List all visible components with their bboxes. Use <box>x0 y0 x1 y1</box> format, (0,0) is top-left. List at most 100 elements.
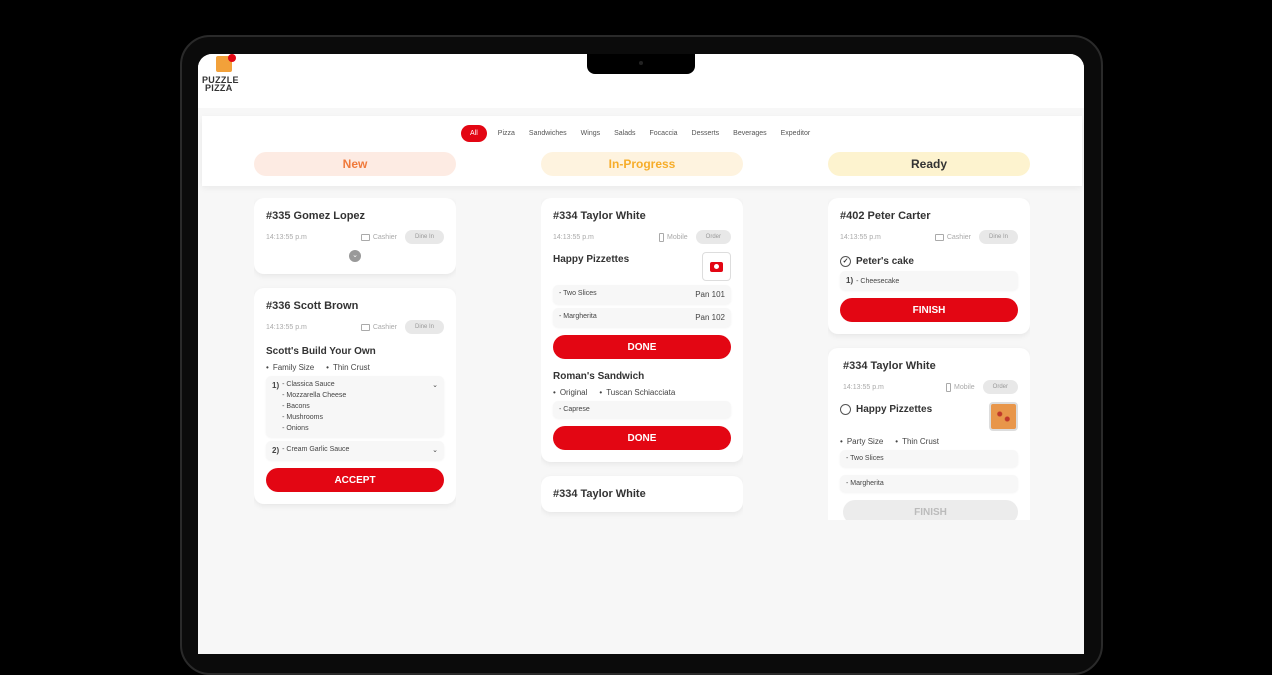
done-button[interactable]: DONE <box>553 426 731 450</box>
puzzle-pizza-logo[interactable]: PUZZLE PIZZA <box>202 54 246 96</box>
expand-chevron-icon[interactable]: ⌄ <box>349 250 361 262</box>
group-number: 1) <box>272 381 280 390</box>
phone-icon <box>946 382 952 392</box>
order-card[interactable]: #334 Taylor White 14:13:55 p.m Mobile Orde… <box>541 198 743 462</box>
chevron-down-icon[interactable]: ⌄ <box>432 447 438 454</box>
order-card[interactable]: #336 Scott Brown 14:13:55 p.m Cashier Dine… <box>254 288 456 504</box>
tab-salads[interactable]: Salads <box>614 130 636 137</box>
tab-beverages[interactable]: Beverages <box>733 130 767 137</box>
column-new[interactable]: #335 Gomez Lopez 14:13:55 p.m Cashier Dine… <box>254 198 456 520</box>
item-detail: - Margherita <box>559 313 597 320</box>
status-ready: Ready <box>828 152 1030 176</box>
item-row: - Margherita <box>840 475 1018 492</box>
order-card[interactable]: #334 Taylor White <box>541 476 743 512</box>
item-group[interactable]: 1) - Classica Sauce - Mozzarella Cheese - B… <box>266 376 444 437</box>
item-row: - Caprese <box>553 401 731 418</box>
order-source: Cashier <box>372 323 397 331</box>
screen: PUZZLE PIZZA All Pizza Sandwiches Wings S… <box>198 54 1084 654</box>
item-detail: - Cheesecake <box>856 278 900 285</box>
order-card[interactable]: #334 Taylor White 14:13:55 p.m Mobile Orde… <box>828 348 1030 520</box>
order-time: 14:13:55 p.m <box>843 383 884 391</box>
ingredient: - Mushrooms <box>282 414 323 421</box>
order-source: Mobile <box>667 233 688 241</box>
order-time: 14:13:55 p.m <box>840 233 881 241</box>
phone-icon <box>659 232 665 242</box>
finish-button-disabled[interactable]: FINISH <box>843 500 1018 520</box>
order-source: Mobile <box>954 383 975 391</box>
tab-sandwiches[interactable]: Sandwiches <box>528 130 567 137</box>
order-time: 14:13:55 p.m <box>266 323 307 331</box>
item-name: Scott's Build Your Own <box>266 346 376 357</box>
status-new: New <box>254 152 456 176</box>
order-type-badge: Order <box>695 230 731 244</box>
card-icon <box>360 233 370 241</box>
item-name: Happy Pizzettes <box>553 254 630 265</box>
order-title: #334 Taylor White <box>553 210 646 222</box>
item-row: - Margherita Pan 102 <box>553 308 731 327</box>
order-source: Cashier <box>372 233 397 241</box>
item-option: Thin Crust <box>326 363 370 372</box>
group-number: 1) <box>846 276 854 285</box>
tab-expeditor[interactable]: Expeditor <box>780 130 811 137</box>
order-card[interactable]: #335 Gomez Lopez 14:13:55 p.m Cashier Dine… <box>254 198 456 274</box>
done-button[interactable]: DONE <box>553 335 731 359</box>
tab-desserts[interactable]: Desserts <box>691 130 720 137</box>
order-title: #334 Taylor White <box>843 360 936 372</box>
item-row: 1) - Cheesecake <box>840 271 1018 290</box>
column-in-progress[interactable]: #334 Taylor White 14:13:55 p.m Mobile Orde… <box>541 198 743 520</box>
logo-text: PUZZLE <box>202 75 239 85</box>
order-title: #334 Taylor White <box>553 488 646 500</box>
ingredient: - Bacons <box>282 403 310 410</box>
order-card[interactable]: #402 Peter Carter 14:13:55 p.m Cashier Din… <box>828 198 1030 334</box>
item-option: Original <box>553 388 588 397</box>
tab-focaccia[interactable]: Focaccia <box>649 130 678 137</box>
order-title: #336 Scott Brown <box>266 300 359 312</box>
status-in-progress: In-Progress <box>541 152 743 176</box>
card-icon <box>934 233 944 241</box>
pan-number: Pan 102 <box>695 313 725 322</box>
unchecked-circle-icon[interactable] <box>840 404 851 415</box>
item-group[interactable]: 2) - Cream Garlic Sauce ⌄ <box>266 441 444 460</box>
item-option: Party Size <box>840 437 883 446</box>
order-title: #335 Gomez Lopez <box>266 210 366 222</box>
card-icon <box>360 323 370 331</box>
tab-wings[interactable]: Wings <box>580 130 601 137</box>
item-row: - Two Slices Pan 101 <box>553 285 731 304</box>
pizza-thumbnail <box>989 402 1018 431</box>
item-row: - Two Slices <box>840 450 1018 467</box>
item-name: Peter's cake <box>856 256 914 267</box>
item-option: Tuscan Schiacciata <box>599 388 675 397</box>
camera-notch <box>587 54 695 74</box>
order-type-badge: Order <box>982 380 1018 394</box>
logo-text: PIZZA <box>205 83 233 93</box>
order-source: Cashier <box>946 233 971 241</box>
order-type-badge: Dine In <box>978 230 1018 244</box>
item-detail: - Two Slices <box>846 455 884 462</box>
ingredient: - Mozzarella Cheese <box>282 392 347 399</box>
category-nav: All Pizza Sandwiches Wings Salads Focacc… <box>202 116 1082 186</box>
item-option: Family Size <box>266 363 314 372</box>
order-type-badge: Dine In <box>404 320 444 334</box>
camera-icon[interactable] <box>702 252 731 281</box>
tab-pizza[interactable]: Pizza <box>497 130 515 137</box>
item-detail: - Caprese <box>559 406 590 413</box>
accept-button[interactable]: ACCEPT <box>266 468 444 492</box>
item-name: Roman's Sandwich <box>553 371 645 382</box>
item-name: Happy Pizzettes <box>856 404 933 415</box>
group-number: 2) <box>272 446 280 455</box>
item-option: Thin Crust <box>895 437 939 446</box>
chevron-down-icon[interactable]: ⌄ <box>432 382 438 389</box>
finish-button[interactable]: FINISH <box>840 298 1018 322</box>
order-title: #402 Peter Carter <box>840 210 931 222</box>
ingredient: - Onions <box>282 425 309 432</box>
column-ready[interactable]: #402 Peter Carter 14:13:55 p.m Cashier Din… <box>828 198 1030 520</box>
order-time: 14:13:55 p.m <box>266 233 307 241</box>
order-time: 14:13:55 p.m <box>553 233 594 241</box>
tab-all[interactable]: All <box>461 125 487 142</box>
item-detail: - Two Slices <box>559 290 597 297</box>
item-detail: - Margherita <box>846 480 884 487</box>
check-circle-icon[interactable]: ✓ <box>840 256 851 267</box>
ingredient: - Classica Sauce <box>282 381 335 388</box>
pan-number: Pan 101 <box>695 290 725 299</box>
ingredient: - Cream Garlic Sauce <box>282 446 350 453</box>
